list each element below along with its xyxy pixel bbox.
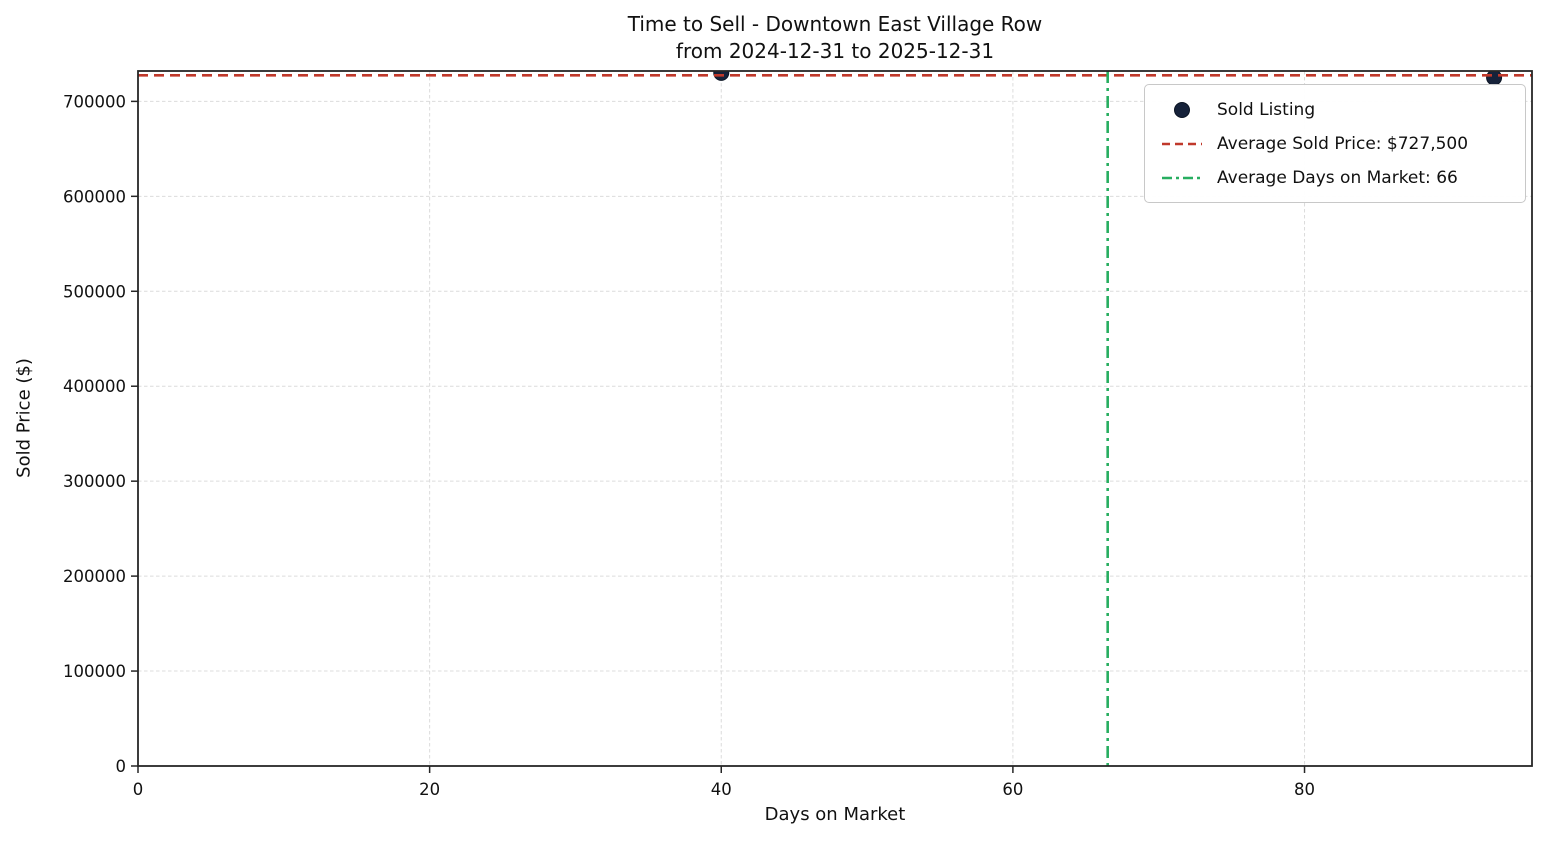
scatter-point — [713, 71, 730, 81]
legend-item-label: Sold Listing — [1217, 99, 1316, 120]
y-tick-label: 400000 — [63, 377, 126, 396]
x-tick-label: 20 — [419, 780, 440, 799]
legend-item-label: Average Sold Price: $727,500 — [1217, 133, 1469, 154]
legend-item-label: Average Days on Market: 66 — [1217, 167, 1458, 188]
x-tick-label: 80 — [1294, 780, 1315, 799]
x-tick-label: 40 — [711, 780, 732, 799]
legend: Sold Listing Average Sold Price: $727,500… — [1144, 84, 1526, 203]
x-axis-label: Days on Market — [764, 804, 906, 825]
y-tick-label: 700000 — [63, 92, 126, 111]
x-tick-label: 60 — [1002, 780, 1023, 799]
x-tick-label: 0 — [133, 780, 144, 799]
y-tick-label: 300000 — [63, 472, 126, 491]
y-axis-label: Sold Price ($) — [13, 358, 35, 478]
chart-title: Time to Sell - Downtown East Village Row… — [627, 12, 1043, 63]
legend-marker-dashed-icon — [1162, 142, 1202, 145]
y-tick-label: 100000 — [63, 662, 126, 681]
legend-item: Average Days on Market: 66 — [1159, 162, 1511, 193]
legend-marker-dashdot-icon — [1162, 176, 1202, 179]
y-tick-label: 200000 — [63, 567, 126, 586]
legend-item: Average Sold Price: $727,500 — [1159, 128, 1511, 159]
plot-spines — [137, 70, 1533, 767]
scatter-point — [1486, 71, 1503, 86]
legend-marker-dot-icon — [1174, 101, 1190, 118]
y-tick-label: 500000 — [63, 282, 126, 301]
legend-item: Sold Listing — [1159, 94, 1511, 125]
y-tick-label: 0 — [116, 757, 127, 776]
y-tick-label: 600000 — [63, 187, 126, 206]
